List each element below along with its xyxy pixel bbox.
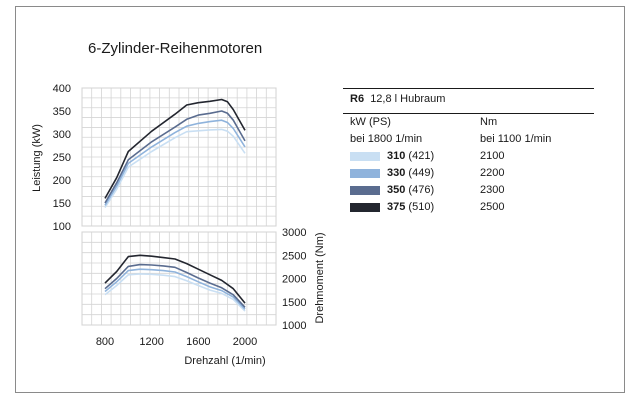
- legend-row: 375 (510) 2500: [343, 199, 594, 216]
- legend-col-headers: kW (PS) Nm: [343, 114, 594, 131]
- series-line: [104, 268, 246, 310]
- power-tick-label: 100: [53, 221, 71, 233]
- legend-swatch: [350, 186, 380, 195]
- legend-ps: (421): [408, 150, 435, 162]
- legend-top-rule: [343, 88, 594, 89]
- power-tick-label: 400: [53, 83, 71, 95]
- legend-heading-left: R6: [350, 93, 365, 105]
- torque-tick-label: 2000: [282, 274, 306, 286]
- power-tick-label: 350: [53, 106, 71, 118]
- legend-nm: 2300: [480, 184, 505, 196]
- x-tick-label: 1600: [186, 336, 210, 348]
- legend-nm: 2100: [480, 150, 505, 162]
- series-line: [104, 254, 246, 304]
- legend-nm: 2200: [480, 167, 505, 179]
- legend-kw: 375: [387, 201, 406, 213]
- legend-row: 330 (449) 2200: [343, 165, 594, 182]
- x-tick-label: 2000: [233, 336, 257, 348]
- series-line: [104, 273, 246, 312]
- torque-tick-label: 1000: [282, 320, 306, 332]
- series-line: [104, 98, 246, 199]
- x-axis-title: Drehzahl (1/min): [184, 355, 265, 367]
- x-tick-label: 800: [96, 336, 114, 348]
- legend-col2-sub: bei 1100 1/min: [480, 133, 552, 145]
- series-line: [104, 119, 246, 206]
- torque-tick-label: 2500: [282, 250, 306, 262]
- figure-frame: [15, 6, 625, 393]
- legend-heading-right: 12,8 l Hubraum: [370, 93, 446, 105]
- legend-col1-sub: bei 1800 1/min: [350, 133, 423, 145]
- legend-kw: 330: [387, 167, 406, 179]
- legend-heading: R6 12,8 l Hubraum: [343, 89, 594, 109]
- legend-swatch: [350, 203, 380, 212]
- legend-kw: 310: [387, 150, 406, 162]
- power-tick-label: 200: [53, 175, 71, 187]
- engine-legend-table: R6 12,8 l Hubraum kW (PS) Nm bei 1800 1/…: [343, 88, 594, 216]
- legend-nm: 2500: [480, 201, 505, 213]
- chart-title: 6-Zylinder-Reihenmotoren: [88, 40, 263, 57]
- legend-swatch: [350, 169, 380, 178]
- power-tick-label: 150: [53, 198, 71, 210]
- legend-ps: (476): [408, 184, 435, 196]
- legend-ps: (510): [408, 201, 435, 213]
- series-line: [104, 110, 246, 204]
- torque-axis-title: Drehmoment (Nm): [314, 232, 326, 323]
- legend-row: 350 (476) 2300: [343, 182, 594, 199]
- x-tick-label: 1200: [139, 336, 163, 348]
- power-axis-title: Leistung (kW): [31, 124, 43, 192]
- power-tick-label: 250: [53, 152, 71, 164]
- torque-tick-label: 3000: [282, 227, 306, 239]
- legend-col1-header: kW (PS): [350, 116, 391, 128]
- torque-tick-label: 1500: [282, 297, 306, 309]
- legend-ps: (449): [408, 167, 435, 179]
- legend-swatch: [350, 152, 380, 161]
- torque-series: [104, 254, 246, 312]
- axis-labels: 100 150 200 250 300 350 400 1000 1500 2000 2500 300…: [31, 83, 326, 367]
- power-tick-label: 300: [53, 129, 71, 141]
- legend-kw: 350: [387, 184, 406, 196]
- legend-heading-rule: [343, 113, 594, 114]
- legend-col-subheaders: bei 1800 1/min bei 1100 1/min: [343, 131, 594, 148]
- series-line: [104, 128, 246, 209]
- power-grid: [81, 87, 277, 227]
- legend-row: 310 (421) 2100: [343, 148, 594, 165]
- legend-col2-header: Nm: [480, 116, 498, 128]
- power-series: [104, 98, 246, 209]
- series-line: [104, 263, 246, 308]
